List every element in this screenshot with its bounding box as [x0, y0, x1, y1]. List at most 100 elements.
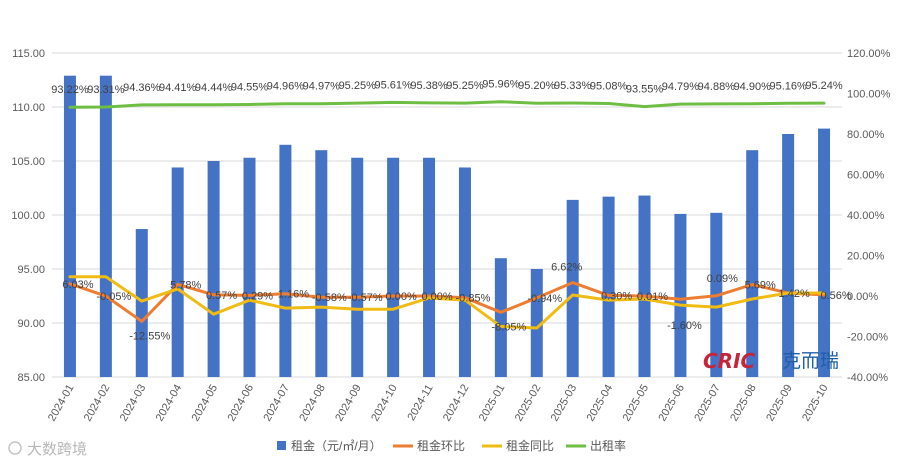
occupancy-data-label: 95.38%	[410, 80, 448, 92]
rent-bar	[135, 229, 148, 377]
mom-data-label: -0.57%	[348, 292, 383, 304]
source-logo-icon	[8, 441, 22, 455]
x-tick-label: 2025-04	[585, 383, 616, 424]
x-tick-label: 2025-05	[621, 383, 652, 424]
occupancy-data-label: 95.20%	[518, 80, 556, 92]
mom-data-label: 5.69%	[745, 279, 776, 291]
legend: 租金（元/㎡/月） 租金环比 租金同比 出租率	[277, 438, 626, 453]
line-series	[68, 100, 826, 330]
legend-label: 租金同比	[506, 438, 554, 453]
mom-data-label: 1.42%	[779, 288, 810, 300]
source-watermark-text: 大数跨境	[27, 440, 87, 458]
y-right-tick-label: -40.00%	[847, 372, 888, 384]
mom-data-label: 6.62%	[551, 262, 582, 274]
rent-bar	[243, 157, 256, 377]
x-tick-label: 2024-12	[441, 383, 472, 424]
mom-data-label: 1.16%	[278, 289, 309, 301]
x-tick-label: 2025-09	[764, 383, 795, 424]
mom-data-label: 5.78%	[170, 279, 201, 291]
mom-data-label: 0.57%	[206, 290, 237, 302]
mom-data-label: -8.05%	[491, 321, 526, 333]
mom-data-label: -0.05%	[96, 291, 131, 303]
x-tick-label: 2024-09	[333, 383, 364, 424]
rent-bar	[674, 213, 687, 377]
y-left-tick-label: 95.00	[17, 264, 45, 276]
y-left-tick-label: 85.00	[17, 372, 45, 384]
rent-bar	[818, 128, 831, 377]
rent-bar	[602, 196, 615, 377]
occupancy-data-label: 95.96%	[482, 79, 520, 91]
data-labels: 93.22%93.31%94.36%94.41%94.44%94.55%94.9…	[51, 79, 852, 343]
occupancy-data-label: 95.24%	[805, 80, 843, 92]
series-line-1	[68, 281, 826, 323]
occupancy-data-label: 94.96%	[267, 81, 305, 93]
mom-data-label: -0.58%	[312, 292, 347, 304]
mom-data-label: -12.55%	[129, 330, 170, 342]
rent-bar	[99, 75, 112, 378]
occupancy-data-label: 94.55%	[231, 82, 269, 94]
rent-bars	[63, 75, 831, 378]
x-tick-label: 2024-04	[154, 383, 185, 424]
y-left-tick-label: 105.00	[11, 156, 45, 168]
y-left-tick-label: 100.00	[11, 210, 45, 222]
mom-data-label: 0.09%	[707, 273, 738, 285]
x-tick-label: 2025-01	[477, 383, 508, 424]
x-tick-label: 2024-08	[297, 383, 328, 424]
series-line-2	[68, 275, 826, 330]
mom-data-label: 0.29%	[242, 290, 273, 302]
occupancy-data-label: 95.61%	[374, 79, 412, 91]
x-tick-label: 2025-02	[513, 383, 544, 424]
x-tick-label: 2024-02	[82, 383, 113, 424]
y-axis-right: -40.00% -20.00% 0.00% 20.00% 40.00% 60.00% 80.…	[847, 48, 891, 384]
x-tick-label: 2024-07	[261, 383, 292, 424]
occupancy-data-label: 94.79%	[662, 81, 700, 93]
occupancy-data-label: 95.33%	[554, 80, 592, 92]
y-left-tick-label: 115.00	[12, 48, 45, 60]
x-tick-label: 2024-03	[118, 383, 149, 424]
y-axis-left: 85.00 90.00 95.00 100.00 105.00 110.00 115.00	[11, 48, 45, 384]
occupancy-data-label: 95.25%	[339, 80, 377, 92]
rent-bar	[387, 157, 400, 377]
rent-bar	[423, 157, 436, 377]
mom-data-label: 0.00%	[386, 291, 417, 303]
occupancy-data-label: 95.16%	[769, 80, 807, 92]
rent-bar	[171, 167, 184, 377]
legend-swatch-bar	[277, 441, 286, 450]
legend-label: 出租率	[590, 438, 626, 453]
cric-watermark: CRIC 克而瑞	[703, 349, 839, 373]
rent-bar	[315, 150, 328, 377]
occupancy-data-label: 95.08%	[590, 80, 628, 92]
rent-bar	[782, 134, 795, 377]
x-tick-label: 2024-06	[226, 383, 257, 424]
x-axis: 2024-01 2024-02 2024-03 2024-04 2024-05 2024-…	[46, 383, 831, 424]
occupancy-data-label: 94.36%	[123, 82, 161, 94]
x-tick-label: 2025-07	[692, 383, 723, 424]
y-left-tick-label: 90.00	[17, 318, 45, 330]
y-right-tick-label: 100.00%	[847, 89, 891, 101]
occupancy-data-label: 94.90%	[734, 81, 772, 93]
series-line-3	[68, 100, 826, 109]
y-left-tick-label: 110.00	[12, 102, 45, 114]
occupancy-data-label: 94.41%	[159, 82, 197, 94]
occupancy-data-label: 94.88%	[698, 81, 736, 93]
x-tick-label: 2025-10	[800, 383, 831, 424]
x-tick-label: 2025-03	[549, 383, 580, 424]
mom-data-label: 0.56%	[820, 290, 851, 302]
rent-bar	[458, 167, 471, 377]
x-tick-label: 2025-06	[656, 383, 687, 424]
occupancy-data-label: 93.22%	[51, 84, 89, 96]
rent-bar	[207, 161, 220, 377]
x-tick-label: 2024-01	[46, 383, 77, 424]
mom-data-label: -0.85%	[456, 293, 491, 305]
occupancy-data-label: 94.44%	[195, 82, 233, 94]
y-right-tick-label: 60.00%	[847, 170, 885, 182]
mom-data-label: 0.00%	[421, 291, 452, 303]
y-right-tick-label: 0.00%	[847, 291, 878, 303]
rent-bar	[279, 144, 292, 377]
legend-label: 租金环比	[417, 438, 465, 453]
x-tick-label: 2024-11	[405, 383, 435, 423]
rent-bar	[638, 195, 651, 377]
y-right-tick-label: 40.00%	[847, 210, 885, 222]
occupancy-data-label: 93.55%	[626, 84, 664, 96]
